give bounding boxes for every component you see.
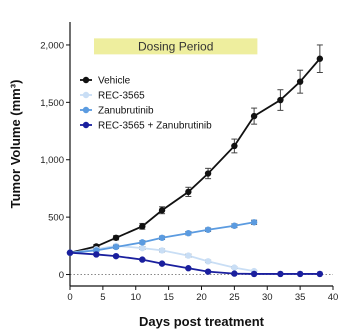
data-point bbox=[139, 244, 146, 252]
data-point bbox=[250, 270, 258, 278]
x-tick-label: 30 bbox=[262, 292, 273, 303]
data-point bbox=[204, 258, 212, 265]
data-point bbox=[112, 243, 120, 251]
data-point bbox=[277, 270, 284, 278]
data-point bbox=[66, 249, 74, 256]
y-axis-title: Tumor Volume (mm³) bbox=[8, 80, 23, 209]
y-tick-label: 500 bbox=[48, 213, 64, 224]
x-tick-label: 10 bbox=[130, 292, 141, 303]
x-axis-title: Days post treatment bbox=[139, 314, 265, 329]
data-point bbox=[185, 230, 192, 237]
series-line bbox=[69, 251, 320, 275]
data-point bbox=[185, 265, 192, 272]
data-point bbox=[204, 268, 212, 275]
legend-label: REC-3565 bbox=[98, 91, 145, 102]
data-point bbox=[158, 247, 166, 254]
data-point bbox=[93, 251, 100, 258]
series-line bbox=[69, 58, 321, 254]
data-point bbox=[296, 78, 304, 85]
data-point bbox=[158, 234, 166, 241]
series-3 bbox=[66, 249, 324, 278]
data-point bbox=[277, 96, 284, 104]
data-point bbox=[112, 252, 120, 260]
series-layer bbox=[66, 44, 324, 278]
x-tick-label: 20 bbox=[196, 292, 207, 303]
legend-swatch-marker bbox=[82, 121, 90, 129]
legend-swatch-marker bbox=[82, 91, 90, 99]
data-point bbox=[185, 252, 192, 259]
data-point bbox=[231, 222, 238, 229]
y-tick-label: 1,000 bbox=[40, 155, 64, 166]
y-tick-label: 2,000 bbox=[40, 40, 64, 51]
legend-label: Zanubrutinib bbox=[98, 106, 154, 117]
x-tick-label: 15 bbox=[163, 292, 174, 303]
data-point bbox=[250, 219, 258, 226]
data-point bbox=[231, 142, 238, 150]
data-point bbox=[231, 270, 238, 277]
legend-swatch-marker bbox=[82, 106, 90, 114]
legend: Vehicle REC-3565 Zanubrutinib REC-3565 + Za… bbox=[80, 76, 212, 132]
y-tick-label: 1,500 bbox=[40, 98, 64, 109]
data-point bbox=[112, 234, 120, 241]
data-point bbox=[158, 207, 166, 214]
data-point bbox=[185, 188, 192, 196]
data-point bbox=[158, 260, 166, 267]
data-point bbox=[139, 256, 146, 263]
data-point bbox=[139, 223, 146, 230]
y-tick-label: 0 bbox=[59, 270, 64, 281]
legend-label: REC-3565 + Zanubrutinib bbox=[98, 121, 212, 132]
data-point bbox=[250, 112, 258, 120]
x-tick-label: 35 bbox=[295, 292, 306, 303]
x-tick-label: 40 bbox=[328, 292, 339, 303]
x-tick-label: 5 bbox=[100, 292, 105, 303]
legend-swatch-marker bbox=[82, 76, 90, 84]
series-0 bbox=[66, 44, 324, 256]
x-tick-label: 25 bbox=[229, 292, 240, 303]
data-point bbox=[316, 55, 324, 62]
legend-label: Vehicle bbox=[98, 76, 131, 87]
data-point bbox=[316, 270, 324, 278]
data-point bbox=[296, 270, 304, 278]
axes: 0 500 1,000 1,500 2,000 0 5 10 15 20 25 30 35 40 bbox=[40, 22, 338, 303]
data-point bbox=[204, 226, 212, 233]
data-point bbox=[204, 170, 212, 177]
data-point bbox=[231, 264, 238, 271]
x-tick-label: 0 bbox=[67, 292, 72, 303]
dosing-period-band bbox=[94, 38, 258, 55]
dosing-period-label: Dosing Period bbox=[138, 39, 213, 53]
data-point bbox=[139, 239, 146, 246]
